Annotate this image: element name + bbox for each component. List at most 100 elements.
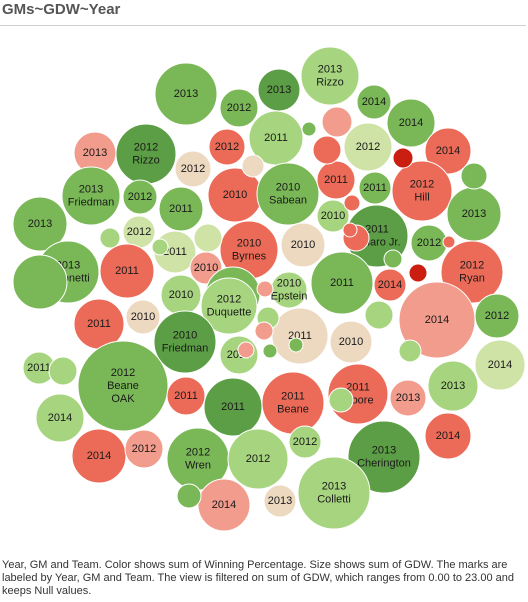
bubble-mark[interactable] bbox=[176, 483, 202, 509]
bubble-mark[interactable]: 2014 bbox=[424, 412, 472, 460]
bubble-circle[interactable] bbox=[297, 456, 371, 530]
bubble-mark[interactable]: 2011 bbox=[248, 110, 304, 166]
bubble-circle[interactable] bbox=[237, 341, 255, 359]
bubble-circle[interactable] bbox=[328, 387, 354, 413]
bubble-circle[interactable] bbox=[35, 393, 85, 443]
bubble-mark[interactable]: 2013 bbox=[12, 196, 68, 252]
bubble-circle[interactable] bbox=[263, 484, 297, 518]
bubble-mark[interactable]: 2014 bbox=[474, 339, 526, 391]
bubble-circle[interactable] bbox=[99, 243, 155, 299]
bubble-mark[interactable] bbox=[256, 280, 274, 298]
bubble-mark[interactable]: 2014 bbox=[356, 84, 392, 120]
bubble-circle[interactable] bbox=[424, 412, 472, 460]
bubble-circle[interactable] bbox=[193, 223, 223, 253]
bubble-circle[interactable] bbox=[329, 320, 373, 364]
bubble-circle[interactable] bbox=[262, 343, 278, 359]
bubble-mark[interactable]: 2012 bbox=[219, 88, 259, 128]
bubble-circle[interactable] bbox=[310, 251, 374, 315]
bubble-mark[interactable]: 2011 bbox=[158, 186, 204, 232]
bubble-mark[interactable] bbox=[151, 238, 169, 256]
bubble-circle[interactable] bbox=[197, 478, 251, 532]
bubble-mark[interactable]: 2010 bbox=[160, 274, 202, 316]
bubble-circle[interactable] bbox=[153, 310, 217, 374]
bubble-mark[interactable] bbox=[383, 249, 403, 269]
bubble-circle[interactable] bbox=[424, 127, 472, 175]
bubble-mark[interactable] bbox=[12, 254, 68, 310]
bubble-circle[interactable] bbox=[241, 154, 265, 178]
bubble-mark[interactable]: 2012 bbox=[343, 122, 393, 172]
bubble-mark[interactable]: 2010 bbox=[316, 199, 350, 233]
bubble-mark[interactable] bbox=[301, 121, 317, 137]
bubble-circle[interactable] bbox=[389, 379, 427, 417]
bubble-mark[interactable]: 2011 bbox=[316, 160, 356, 200]
bubble-mark[interactable] bbox=[364, 300, 394, 330]
bubble-mark[interactable] bbox=[328, 387, 354, 413]
bubble-mark[interactable]: 2010 bbox=[125, 299, 161, 335]
bubble-circle[interactable] bbox=[12, 254, 68, 310]
bubble-circle[interactable] bbox=[227, 428, 289, 490]
bubble-mark[interactable]: 2012 bbox=[410, 224, 448, 262]
bubble-mark[interactable]: 2011 bbox=[166, 376, 206, 416]
bubble-mark[interactable] bbox=[342, 222, 358, 238]
bubble-circle[interactable] bbox=[174, 150, 212, 188]
bubble-circle[interactable] bbox=[364, 300, 394, 330]
bubble-mark[interactable]: 2013 bbox=[427, 360, 479, 412]
bubble-circle[interactable] bbox=[48, 356, 78, 386]
bubble-mark[interactable] bbox=[398, 339, 422, 363]
bubble-mark[interactable]: 2012 bbox=[122, 215, 156, 249]
bubble-circle[interactable] bbox=[342, 222, 358, 238]
bubble-circle[interactable] bbox=[316, 199, 350, 233]
bubble-circle[interactable] bbox=[343, 194, 361, 212]
bubble-mark[interactable] bbox=[193, 223, 223, 253]
bubble-mark[interactable] bbox=[48, 356, 78, 386]
bubble-circle[interactable] bbox=[288, 337, 304, 353]
bubble-circle[interactable] bbox=[208, 128, 246, 166]
bubble-circle[interactable] bbox=[124, 429, 164, 469]
bubble-circle[interactable] bbox=[99, 227, 121, 249]
bubble-circle[interactable] bbox=[151, 238, 169, 256]
bubble-circle[interactable] bbox=[427, 360, 479, 412]
bubble-circle[interactable] bbox=[474, 339, 526, 391]
bubble-circle[interactable] bbox=[408, 263, 428, 283]
bubble-circle[interactable] bbox=[61, 166, 121, 226]
bubble-mark[interactable]: 2013 bbox=[154, 62, 218, 126]
bubble-mark[interactable]: 2014 bbox=[424, 127, 472, 175]
bubble-mark[interactable] bbox=[99, 227, 121, 249]
bubble-mark[interactable]: 2012 bbox=[227, 428, 289, 490]
bubble-mark[interactable]: 2010 bbox=[329, 320, 373, 364]
bubble-circle[interactable] bbox=[254, 321, 274, 341]
bubble-circle[interactable] bbox=[356, 84, 392, 120]
bubble-mark[interactable]: 2013 bbox=[263, 484, 297, 518]
bubble-mark[interactable]: 2011 bbox=[358, 171, 392, 205]
bubble-mark[interactable] bbox=[343, 194, 361, 212]
bubble-mark[interactable] bbox=[321, 106, 353, 138]
bubble-circle[interactable] bbox=[386, 98, 436, 148]
bubble-circle[interactable] bbox=[301, 121, 317, 137]
bubble-mark[interactable]: 2012 bbox=[122, 179, 158, 215]
bubble-circle[interactable] bbox=[176, 483, 202, 509]
bubble-mark[interactable]: 2012 bbox=[208, 128, 246, 166]
bubble-mark[interactable]: 2011 bbox=[310, 251, 374, 315]
bubble-mark[interactable] bbox=[237, 341, 255, 359]
bubble-mark[interactable] bbox=[460, 162, 488, 190]
bubble-circle[interactable] bbox=[200, 277, 258, 335]
bubble-circle[interactable] bbox=[358, 171, 392, 205]
bubble-circle[interactable] bbox=[343, 122, 393, 172]
bubble-circle[interactable] bbox=[398, 339, 422, 363]
bubble-circle[interactable] bbox=[383, 249, 403, 269]
bubble-mark[interactable] bbox=[408, 263, 428, 283]
bubble-mark[interactable]: 2014 bbox=[398, 281, 476, 359]
bubble-mark[interactable]: 2012 bbox=[474, 293, 520, 339]
bubble-mark[interactable]: 2010 bbox=[280, 222, 326, 268]
bubble-mark[interactable] bbox=[254, 321, 274, 341]
bubble-mark[interactable] bbox=[241, 154, 265, 178]
bubble-circle[interactable] bbox=[373, 268, 407, 302]
bubble-circle[interactable] bbox=[256, 280, 274, 298]
